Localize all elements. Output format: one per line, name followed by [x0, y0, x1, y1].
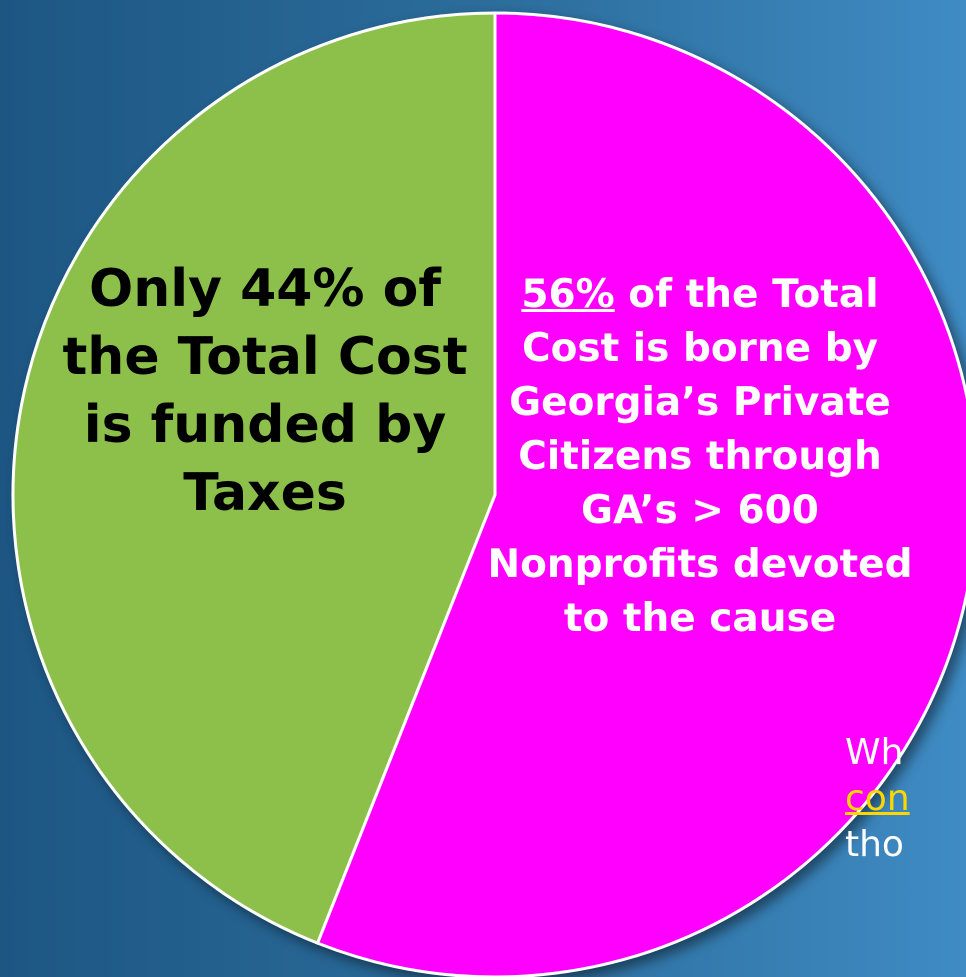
private-slice-text: of the Total Cost is borne by Georgia’s …: [487, 272, 913, 641]
side-text-line-3: tho: [845, 824, 904, 865]
taxes-slice-text: Only 44% of the Total Cost is funded by …: [62, 259, 468, 523]
private-citizens-slice: [316, 11, 966, 977]
taxes-slice-label: Only 44% of the Total Cost is funded by …: [60, 255, 470, 527]
side-text: Wh con tho: [845, 730, 910, 868]
side-text-line-2: con: [845, 778, 910, 819]
side-text-line-1: Wh: [845, 732, 904, 773]
private-slice-label: 56% of the Total Cost is borne by Georgi…: [470, 268, 930, 646]
taxes-slice: [11, 11, 497, 945]
private-slice-percent: 56%: [521, 272, 615, 317]
